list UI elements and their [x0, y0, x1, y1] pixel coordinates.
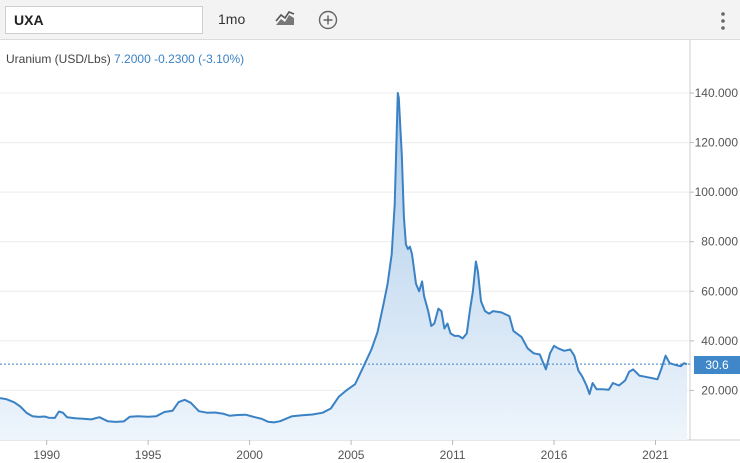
- mountain-chart-icon[interactable]: [275, 10, 295, 28]
- price-chart[interactable]: 20.000 40.000 60.000 80.000 100.000 120.000 14…: [0, 40, 740, 463]
- vertical-dots-icon[interactable]: [716, 10, 730, 32]
- y-tick-label: 140.000: [695, 86, 739, 100]
- y-tick-label: 40.000: [701, 334, 738, 348]
- price-line: [0, 92, 688, 424]
- legend-change: -0.2300 (-3.10%): [154, 52, 245, 66]
- x-tick-label: 1990: [33, 448, 60, 462]
- x-tick-label: 2000: [236, 448, 263, 462]
- x-tick-label: 2005: [338, 448, 365, 462]
- chart-legend: Uranium (USD/Lbs) 7.2000 -0.2300 (-3.10%…: [6, 52, 244, 66]
- symbol-input[interactable]: [5, 6, 203, 34]
- gridlines: [0, 92, 690, 391]
- chart-toolbar: 1mo: [0, 0, 740, 40]
- legend-last: 7.2000: [114, 52, 151, 66]
- x-tick-label: 2011: [440, 448, 466, 462]
- y-tick-label: 120.000: [695, 136, 739, 150]
- y-tick-label: 80.000: [701, 235, 738, 249]
- y-tick-label: 60.000: [701, 284, 738, 298]
- x-tick-label: 1995: [135, 448, 162, 462]
- x-axis-ticks: 1990 1995 2000 2005 2011 2016 2021: [33, 440, 669, 462]
- period-selector[interactable]: 1mo: [218, 11, 246, 27]
- y-tick-label: 100.000: [695, 185, 739, 199]
- y-axis-ticks: 20.000 40.000 60.000 80.000 100.000 120.000 14…: [690, 86, 738, 397]
- last-price-badge: 30.6: [694, 356, 740, 374]
- plus-circle-icon[interactable]: [318, 10, 338, 30]
- y-tick-label: 20.000: [701, 383, 738, 397]
- price-area: [0, 93, 687, 440]
- x-tick-label: 2016: [541, 448, 568, 462]
- legend-name: Uranium (USD/Lbs): [6, 52, 111, 66]
- x-tick-label: 2021: [642, 448, 669, 462]
